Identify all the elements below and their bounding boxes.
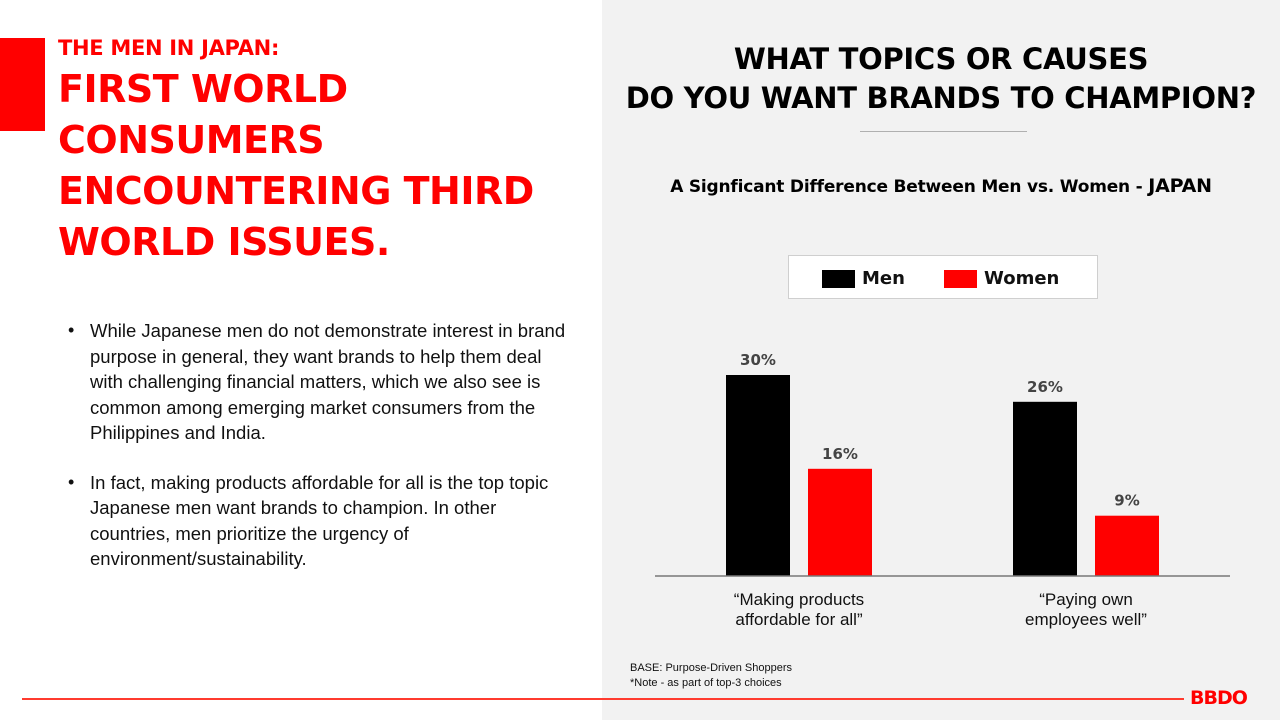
bullet-icon: •: [68, 320, 75, 340]
legend-label-men: Men: [862, 268, 905, 289]
footnote-note: *Note - as part of top-3 choices: [630, 677, 782, 689]
chart-panel: [602, 0, 1280, 720]
bar-men-1: [726, 375, 790, 576]
chart-subtitle: A Signficant Difference Between Men vs. …: [602, 175, 1280, 197]
bullet-icon: •: [68, 471, 75, 492]
category-label-1: “Making products: [734, 590, 864, 609]
data-label-men-1: 30%: [740, 351, 776, 369]
bullet-text: In fact, making products affordable for …: [90, 471, 549, 570]
chart-title: WHAT TOPICS OR CAUSES DO YOU WANT BRANDS…: [602, 40, 1280, 118]
bullet-item: • In fact, making products affordable fo…: [68, 470, 568, 572]
chart-subtitle-text: A Signficant Difference Between Men vs. …: [670, 177, 1149, 197]
bullet-list: • While Japanese men do not demonstrate …: [68, 318, 568, 596]
bar-women-1: [808, 468, 872, 576]
legend-item-women: Women: [944, 268, 1059, 289]
legend-swatch-women: [944, 269, 977, 288]
footnote-base: BASE: Purpose-Driven Shoppers: [630, 662, 793, 674]
bullet-item: • While Japanese men do not demonstrate …: [68, 318, 568, 446]
bar-men-2: [1013, 401, 1077, 576]
title-divider: [860, 131, 1027, 132]
footnote: BASE: Purpose-Driven Shoppers *Note - as…: [630, 661, 792, 691]
headline: FIRST WORLD CONSUMERS ENCOUNTERING THIRD…: [58, 67, 534, 264]
data-label-women-1: 16%: [822, 445, 858, 463]
legend-swatch-men: [822, 269, 855, 288]
chart-legend: Men Women: [788, 255, 1098, 299]
data-label-women-2: 9%: [1114, 492, 1139, 510]
bar-women-2: [1095, 515, 1159, 576]
chart-title-line2: DO YOU WANT BRANDS TO CHAMPION?: [625, 81, 1257, 115]
footer-rule: [22, 698, 1184, 700]
eyebrow-title: THE MEN IN JAPAN:: [58, 36, 280, 60]
legend-item-men: Men: [822, 268, 905, 289]
category-label-1: affordable for all”: [735, 610, 863, 629]
red-accent-bar: [0, 38, 45, 131]
chart-subtitle-country: JAPAN: [1148, 175, 1212, 197]
chart-title-line1: WHAT TOPICS OR CAUSES: [733, 42, 1149, 76]
category-label-2: employees well”: [1025, 610, 1147, 629]
legend-label-women: Women: [984, 268, 1060, 289]
bbdo-logo: BBDO: [1190, 687, 1248, 709]
category-label-2: “Paying own: [1039, 590, 1133, 609]
data-label-men-2: 26%: [1027, 378, 1063, 396]
bullet-text: While Japanese men do not demonstrate in…: [90, 320, 566, 443]
